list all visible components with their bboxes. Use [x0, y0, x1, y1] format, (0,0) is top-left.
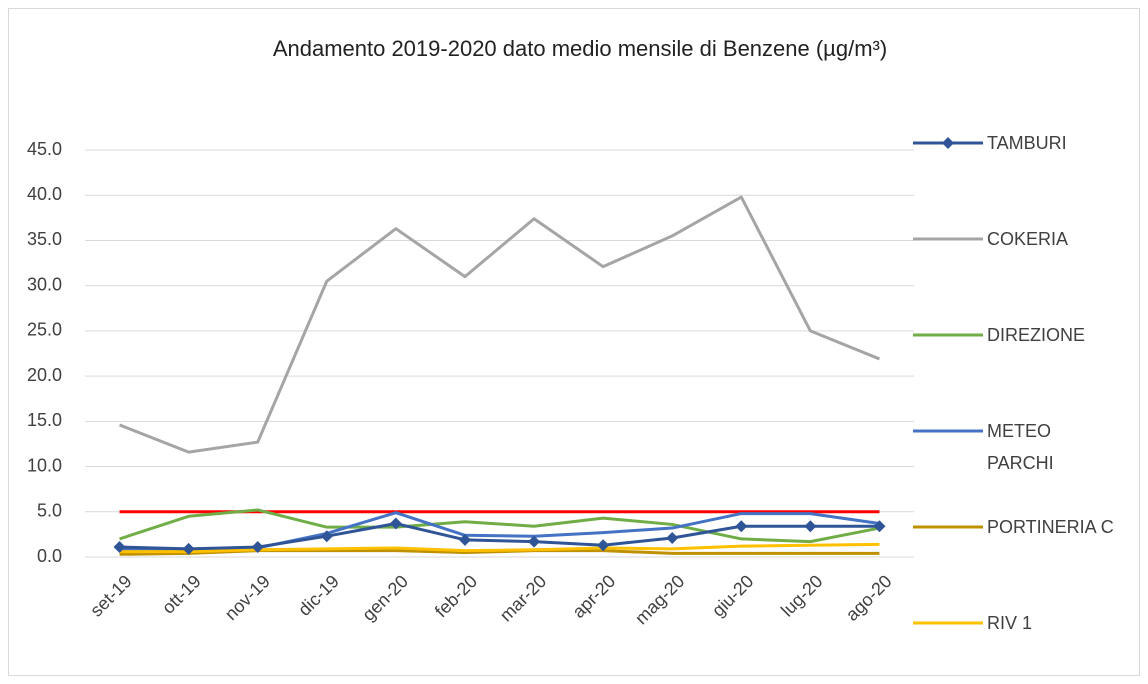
marker: [873, 520, 886, 533]
legend-label: METEO PARCHI: [987, 421, 1054, 473]
y-tick-label: 30.0: [27, 274, 62, 294]
marker: [666, 532, 679, 545]
legend-swatch: [913, 237, 983, 241]
series-line: [118, 195, 881, 454]
y-tick-label: 25.0: [27, 320, 62, 340]
marker: [251, 541, 264, 554]
x-tick-label: ago-20: [842, 571, 896, 625]
legend-item: RIV 1: [913, 607, 1117, 639]
y-tick-label: 45.0: [27, 139, 62, 159]
x-tick-label: feb-20: [431, 571, 481, 621]
y-tick-label: 0.0: [37, 546, 62, 566]
legend-swatch: [913, 333, 983, 337]
legend-label: COKERIA: [987, 229, 1069, 249]
y-tick-label: 40.0: [27, 184, 62, 204]
y-tick-label: 15.0: [27, 410, 62, 430]
series-line: [119, 508, 880, 544]
x-tick-label: dic-19: [294, 571, 343, 620]
x-tick-label: set-19: [86, 571, 136, 621]
marker: [528, 535, 541, 548]
legend-label: DIREZIONE: [987, 325, 1086, 345]
legend-marker: [942, 137, 954, 149]
x-tick-label: lug-20: [777, 571, 827, 621]
chart-frame: [8, 8, 1140, 676]
x-tick-label: nov-19: [221, 571, 274, 624]
legend-item: COKERIA: [913, 223, 1117, 255]
legend-item: PORTINERIA C: [913, 511, 1117, 543]
legend-label: RIV 1: [987, 613, 1033, 633]
legend-swatch: [913, 429, 983, 433]
legend-item: METEO PARCHI: [913, 415, 1117, 479]
y-tick-label: 10.0: [27, 455, 62, 475]
x-tick-label: apr-20: [568, 571, 619, 622]
marker: [804, 520, 817, 533]
x-tick-label: giu-20: [708, 571, 758, 621]
marker: [182, 542, 195, 555]
series-line: [119, 522, 880, 551]
marker: [458, 533, 471, 546]
legend-label: TAMBURI: [987, 133, 1067, 153]
y-tick-label: 20.0: [27, 365, 62, 385]
marker: [320, 530, 333, 543]
series-line: [119, 542, 880, 554]
legend-item: TAMBURI: [913, 127, 1117, 159]
legend-item: DIREZIONE: [913, 319, 1117, 351]
x-tick-label: mag-20: [631, 571, 688, 628]
marker: [597, 539, 610, 552]
marker: [113, 541, 126, 554]
marker: [389, 517, 402, 530]
y-tick-label: 35.0: [27, 229, 62, 249]
marker: [735, 520, 748, 533]
x-tick-label: ott-19: [158, 571, 205, 618]
y-tick-label: 5.0: [37, 501, 62, 521]
legend-label: PORTINERIA C: [987, 517, 1114, 537]
chart-title: Andamento 2019-2020 dato medio mensile d…: [273, 36, 887, 61]
legend-swatch: [913, 137, 983, 149]
x-tick-label: gen-20: [358, 571, 412, 625]
x-tick-label: mar-20: [496, 571, 550, 625]
legend-swatch: [913, 621, 983, 625]
legend-swatch: [913, 525, 983, 529]
